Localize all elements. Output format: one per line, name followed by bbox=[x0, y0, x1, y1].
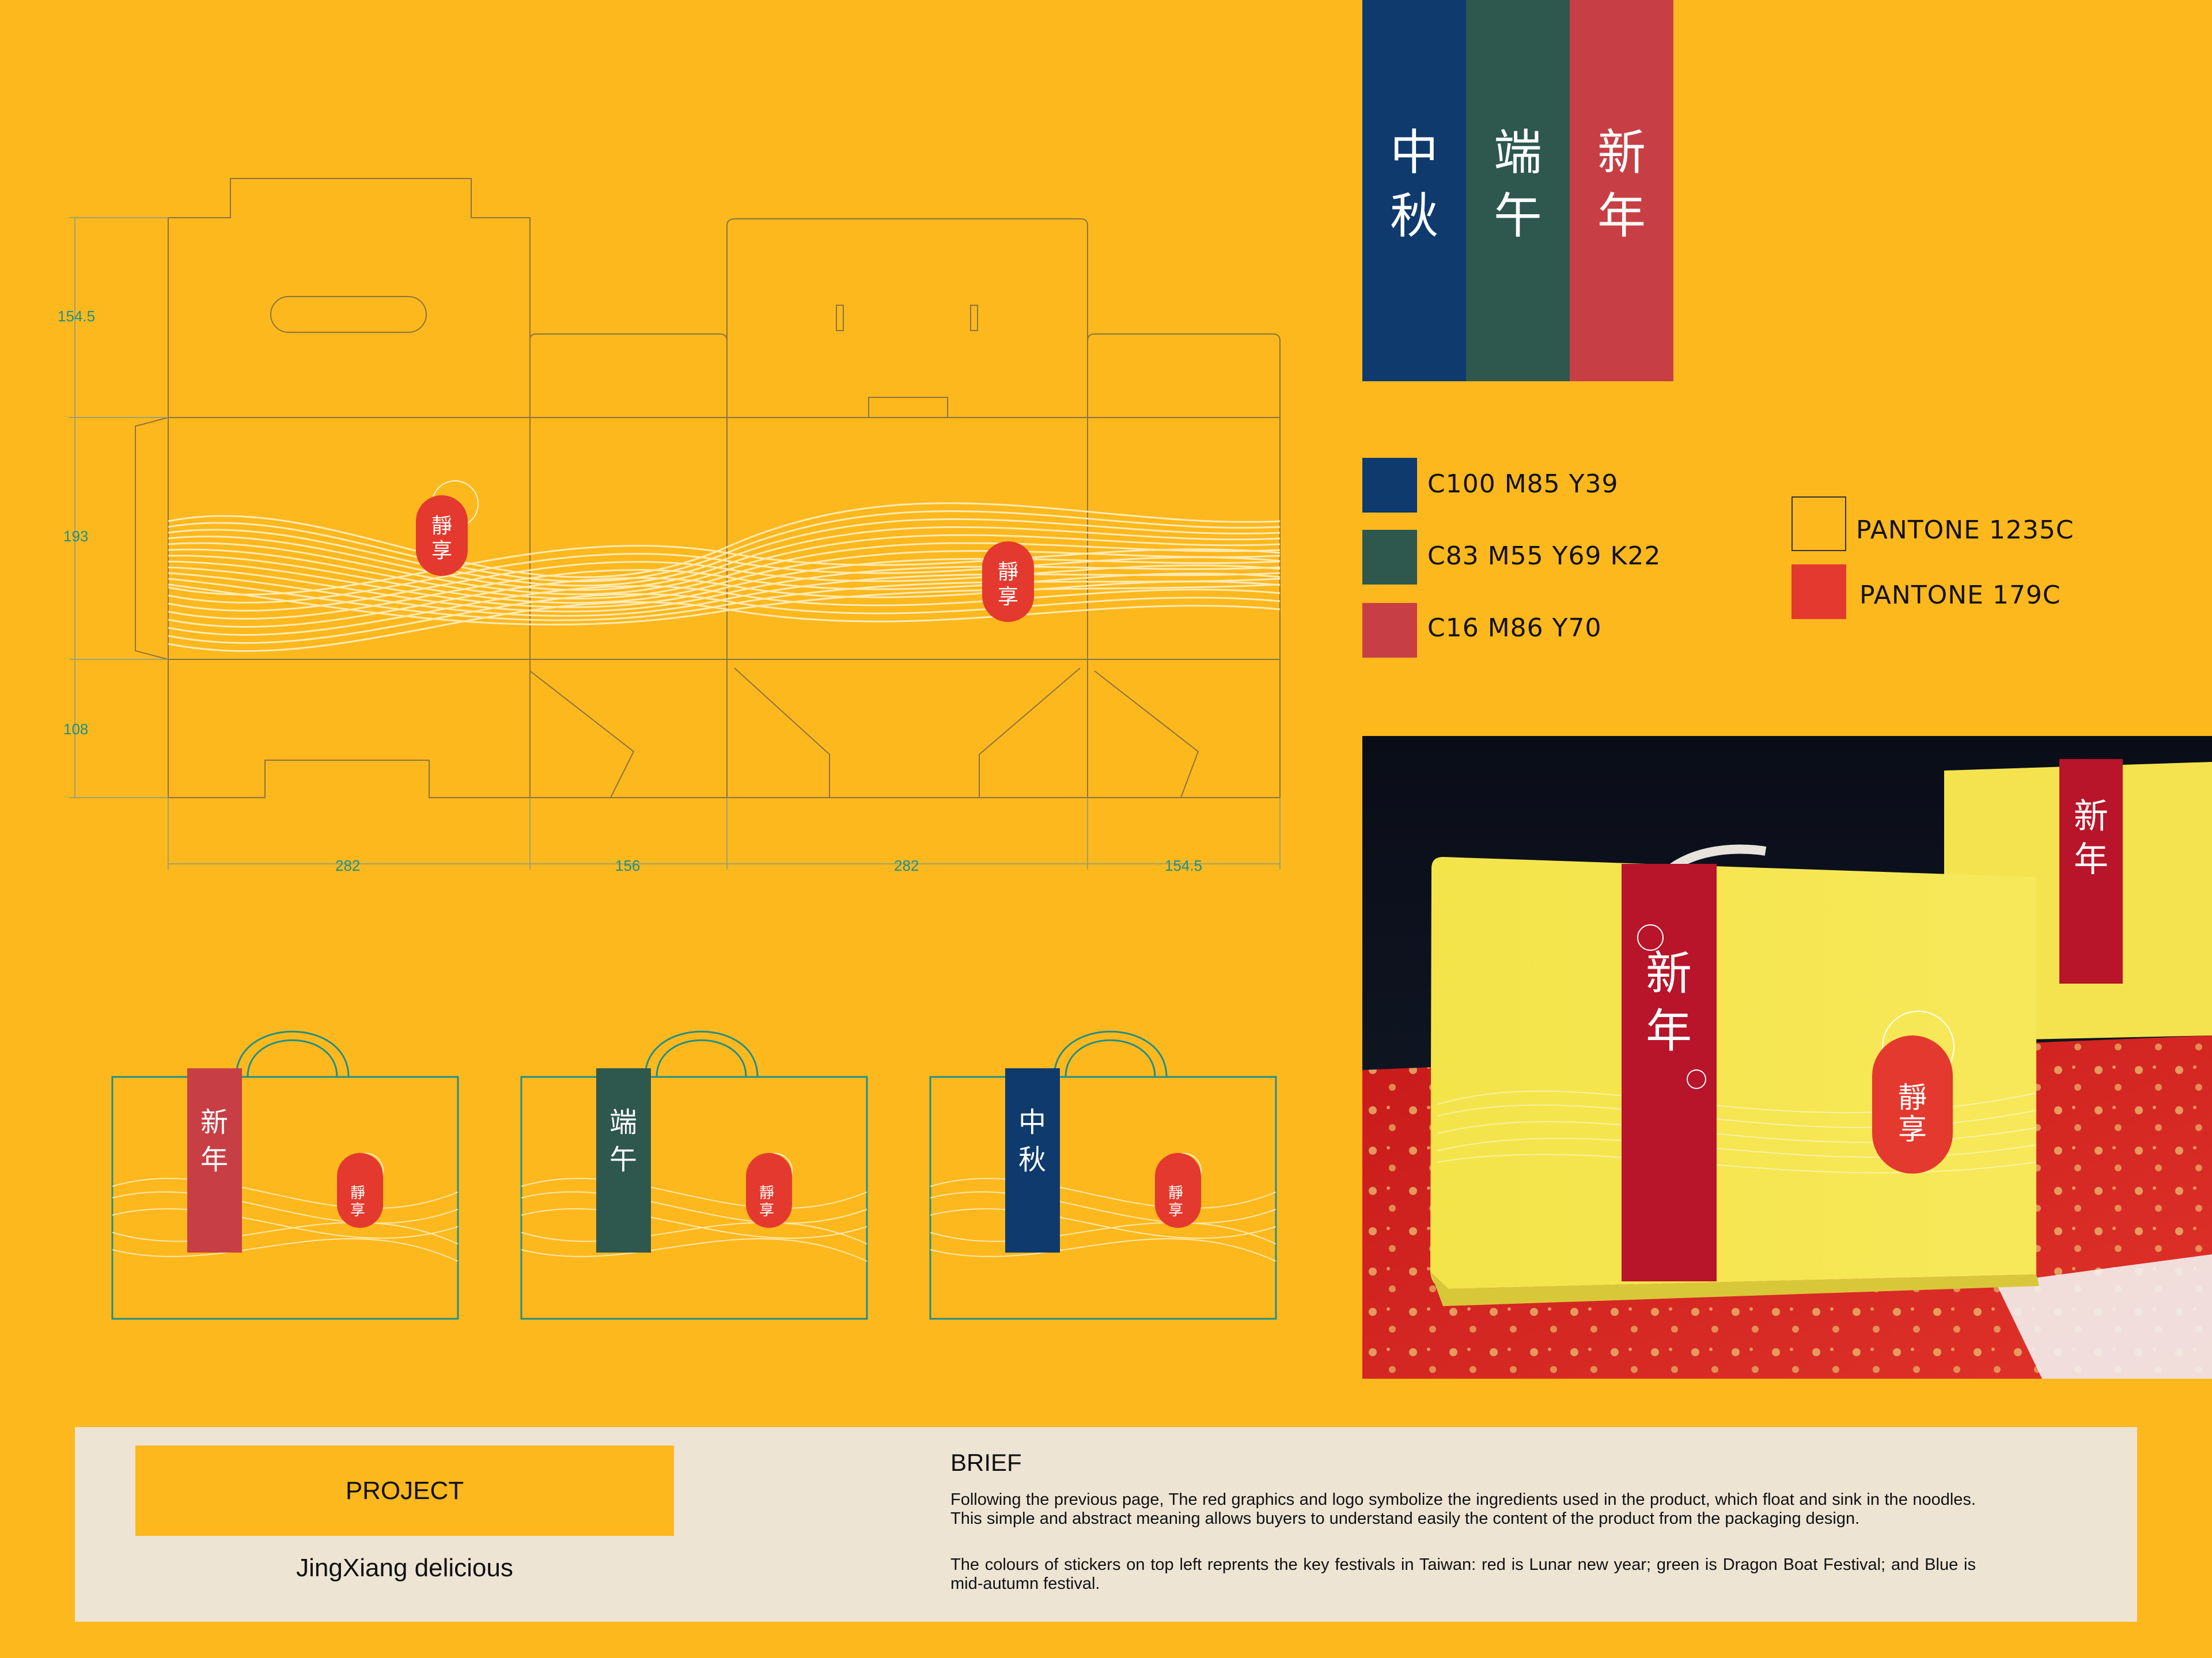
brief-paragraph-2: The colours of stickers on top left repr… bbox=[950, 1555, 1976, 1593]
svg-text:享: 享 bbox=[1898, 1113, 1927, 1146]
banner-char: 年 bbox=[1597, 188, 1646, 244]
mockup-sticker-char: 新 bbox=[200, 1106, 228, 1139]
dim-width-3: 282 bbox=[894, 857, 919, 874]
box-mockup-2: 靜 享 bbox=[520, 1030, 868, 1320]
mockup-sticker-char: 端 bbox=[609, 1106, 637, 1139]
banner-lunar-new-year: 新 年 bbox=[1570, 0, 1673, 381]
banner-dragon-boat: 端 午 bbox=[1466, 0, 1570, 381]
dim-width-1: 282 bbox=[335, 857, 360, 874]
swatch-pantone-179c bbox=[1791, 564, 1846, 619]
swatch-red-label: C16 M86 Y70 bbox=[1427, 613, 1602, 643]
swatch-blue-label: C100 M85 Y39 bbox=[1427, 469, 1619, 499]
dim-height-3: 108 bbox=[63, 720, 88, 738]
swatch-pantone-179c-label: PANTONE 179C bbox=[1859, 581, 2061, 610]
svg-text:享: 享 bbox=[759, 1202, 774, 1219]
banner-char: 午 bbox=[1493, 188, 1542, 244]
banner-char: 新 bbox=[1597, 124, 1646, 181]
mockup-sticker-char: 中 bbox=[1018, 1106, 1046, 1139]
svg-text:新: 新 bbox=[2074, 796, 2108, 837]
banner-char: 中 bbox=[1389, 124, 1438, 181]
logo-char-2: 享 bbox=[998, 585, 1018, 609]
logo-char-1: 靜 bbox=[998, 560, 1018, 584]
svg-text:享: 享 bbox=[1168, 1202, 1183, 1219]
banner-char: 秋 bbox=[1389, 188, 1438, 244]
swatch-red bbox=[1362, 603, 1417, 658]
svg-text:靜: 靜 bbox=[1168, 1185, 1183, 1202]
swatch-pantone-1235c-label: PANTONE 1235C bbox=[1856, 515, 2074, 545]
product-photo: 新 年 新 年 靜 享 bbox=[1362, 736, 2212, 1379]
mockup-sticker-char: 午 bbox=[609, 1144, 637, 1176]
photo-sticker-char-2: 年 bbox=[1646, 1004, 1692, 1058]
svg-text:享: 享 bbox=[350, 1202, 365, 1219]
box-mockups: 靜 享 新年 靜 享 端午 靜 享 中秋 bbox=[111, 1030, 1277, 1320]
box-mockup-1: 靜 享 bbox=[111, 1030, 459, 1320]
logo-oval-2: 靜 享 bbox=[982, 541, 1034, 622]
brief-title: BRIEF bbox=[950, 1449, 1022, 1476]
noodle-wave-lines bbox=[168, 502, 1281, 652]
dim-width-4: 154.5 bbox=[1165, 857, 1202, 874]
swatch-green-label: C83 M55 Y69 K22 bbox=[1427, 541, 1661, 571]
svg-text:靜: 靜 bbox=[759, 1185, 774, 1202]
svg-text:年: 年 bbox=[2074, 840, 2108, 880]
banner-char: 端 bbox=[1493, 124, 1542, 181]
logo-char-2: 享 bbox=[431, 539, 452, 563]
svg-text:靜: 靜 bbox=[1898, 1081, 1927, 1114]
project-name: JingXiang delicious bbox=[296, 1554, 513, 1582]
box-mockup-3: 靜 享 bbox=[929, 1030, 1277, 1320]
brief-paragraph-1: Following the previous page, The red gra… bbox=[950, 1490, 1976, 1528]
logo-oval-1: 靜 享 bbox=[416, 480, 479, 576]
project-label-box: PROJECT bbox=[135, 1445, 674, 1536]
banner-mid-autumn: 中 秋 bbox=[1362, 0, 1466, 381]
swatch-blue bbox=[1362, 458, 1417, 513]
mockup-sticker-char: 秋 bbox=[1018, 1144, 1046, 1176]
dim-height-1: 154.5 bbox=[58, 308, 95, 325]
photo-sticker-char-1: 新 bbox=[1646, 947, 1692, 1000]
project-label: PROJECT bbox=[345, 1477, 464, 1505]
box-dieline: 154.5 193 108 282 156 282 154.5 靜 享 靜 享 bbox=[58, 178, 1281, 874]
swatch-pantone-1235c bbox=[1791, 496, 1846, 551]
logo-char-1: 靜 bbox=[431, 514, 452, 538]
swatch-green bbox=[1362, 530, 1417, 585]
mockup-sticker-char: 年 bbox=[200, 1144, 228, 1176]
dim-width-2: 156 bbox=[615, 857, 640, 874]
dim-height-2: 193 bbox=[63, 528, 88, 545]
project-info-panel: PROJECT JingXiang delicious BRIEF Follow… bbox=[75, 1427, 2137, 1622]
svg-text:靜: 靜 bbox=[350, 1185, 365, 1202]
